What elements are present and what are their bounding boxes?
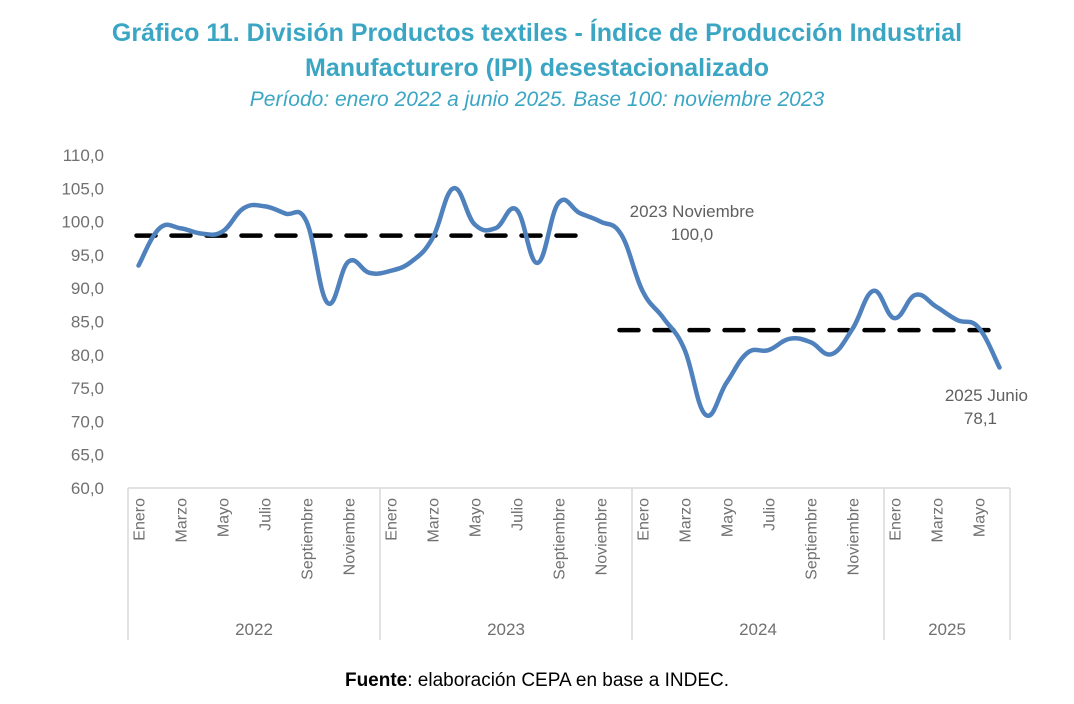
- month-tick-label: Mayo: [216, 498, 233, 537]
- month-tick-label: Enero: [888, 498, 905, 541]
- y-tick-label: 95,0: [71, 246, 104, 265]
- annotation-value: 100,0: [671, 225, 714, 244]
- y-tick-label: 65,0: [71, 446, 104, 465]
- chart-subtitle: Período: enero 2022 a junio 2025. Base 1…: [249, 88, 825, 111]
- y-axis: 110,0 105,0 100,0 95,0 90,0 85,0 80,0 75,0 70,0 6…: [61, 146, 104, 498]
- series-group: [136, 186, 1002, 419]
- x-axis: Enero Marzo Mayo Julio Septiembre Noviembre 20…: [127, 487, 1011, 640]
- month-tick-label: Marzo: [678, 498, 695, 543]
- y-tick-label: 105,0: [61, 179, 104, 198]
- year-label: 2022: [235, 620, 273, 639]
- month-tick-label: Enero: [384, 498, 401, 541]
- year-label: 2023: [487, 620, 525, 639]
- average-lines: [134, 233, 1000, 333]
- month-tick-label: Marzo: [930, 498, 947, 543]
- source-label: Fuente: [344, 670, 408, 691]
- month-tick-label: Marzo: [426, 498, 443, 543]
- y-tick-label: 90,0: [71, 279, 104, 298]
- year-label: 2025: [928, 620, 966, 639]
- annotations: 2023 Noviembre 100,0 2025 Junio 78,1: [630, 202, 1028, 428]
- series-line: [136, 186, 1002, 419]
- month-tick-label: Septiembre: [552, 498, 569, 580]
- y-tick-label: 70,0: [71, 412, 104, 431]
- annotation-label: 2025 Junio: [945, 386, 1028, 405]
- month-tick-label: Noviembre: [594, 498, 611, 575]
- month-tick-label: Julio: [510, 498, 527, 531]
- chart-title-line1: Gráfico 11. División Productos textiles …: [111, 19, 963, 47]
- y-tick-label: 110,0: [63, 146, 104, 165]
- month-tick-label: Septiembre: [300, 498, 317, 580]
- month-tick-label: Julio: [258, 498, 275, 531]
- chart-title-line2: Manufacturero (IPI) desestacionalizado: [305, 54, 769, 82]
- month-tick-label: Julio: [762, 498, 779, 531]
- month-tick-label: Mayo: [468, 498, 485, 537]
- month-tick-label: Noviembre: [342, 498, 359, 575]
- month-tick-label: Enero: [636, 498, 653, 541]
- month-tick-label: Septiembre: [804, 498, 821, 580]
- y-tick-label: 100,0: [61, 213, 104, 232]
- source-note: Fuente: elaboración CEPA en base a INDEC…: [0, 670, 1074, 692]
- source-text: : elaboración CEPA en base a INDEC.: [407, 670, 730, 691]
- month-tick-label: Noviembre: [846, 498, 863, 575]
- month-tick-label: Mayo: [720, 498, 737, 537]
- month-tick-label: Mayo: [972, 498, 989, 537]
- annotation-value: 78,1: [964, 409, 997, 428]
- y-tick-label: 85,0: [71, 313, 104, 332]
- month-tick-label: Marzo: [174, 498, 191, 543]
- year-label: 2024: [739, 620, 777, 639]
- y-tick-label: 75,0: [71, 379, 104, 398]
- month-tick-label: Enero: [132, 498, 149, 541]
- y-tick-label: 60,0: [71, 479, 104, 498]
- y-tick-label: 80,0: [71, 346, 104, 365]
- annotation-label: 2023 Noviembre: [630, 202, 755, 221]
